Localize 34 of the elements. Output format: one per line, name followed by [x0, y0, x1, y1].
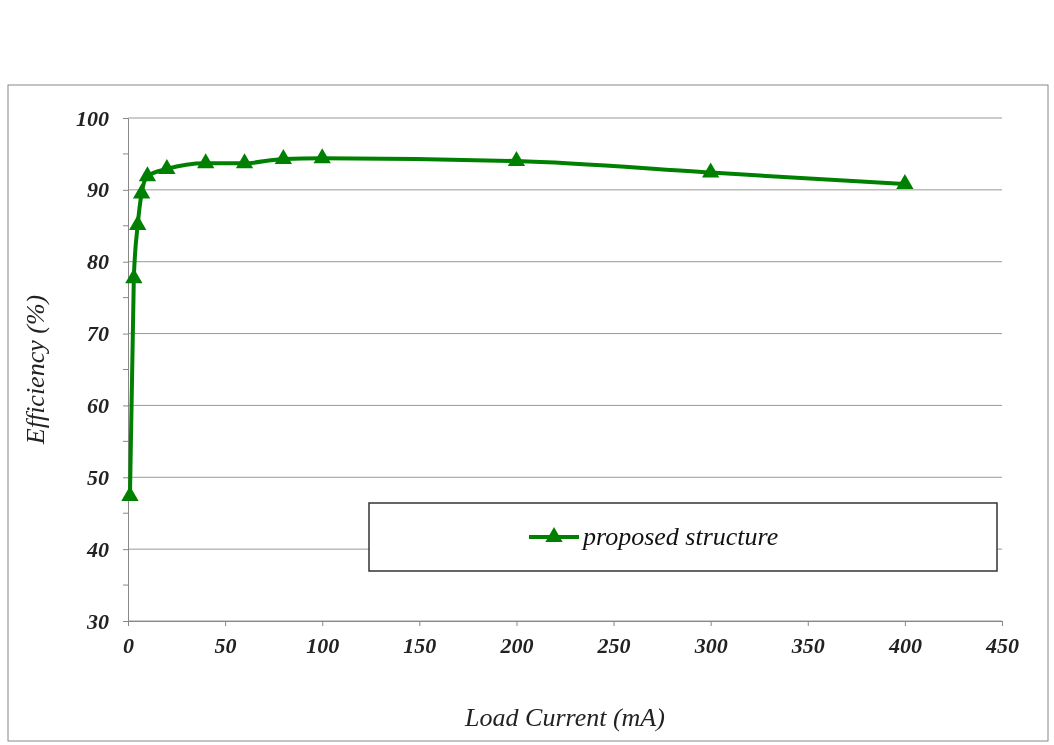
point: [125, 268, 143, 284]
x-tick-label: 0: [123, 633, 134, 659]
point: [702, 162, 720, 178]
y-tick-label: 80: [87, 249, 109, 275]
x-axis-title: Load Current (mA): [464, 703, 665, 732]
point: [132, 183, 151, 199]
x-tick-label: 100: [306, 633, 340, 659]
point: [158, 159, 176, 175]
y-tick-label: 90: [87, 177, 109, 203]
x-tick-label: 300: [693, 633, 728, 659]
x-tick-label: 150: [403, 633, 437, 659]
point: [274, 148, 293, 164]
legend: proposed structure: [368, 502, 998, 572]
x-tick-label: 250: [596, 633, 631, 659]
point: [896, 174, 914, 190]
x-tick-label: 450: [985, 633, 1019, 659]
y-tick-label: 60: [87, 392, 109, 418]
legend-label: proposed structure: [581, 522, 779, 551]
point: [313, 148, 331, 164]
y-tick-label: 70: [87, 321, 109, 347]
x-tick-label: 50: [214, 633, 237, 659]
point: [197, 153, 215, 169]
y-tick-label: 40: [86, 536, 109, 562]
y-tick-label: 100: [76, 105, 109, 131]
y-tick-label: 30: [86, 608, 109, 634]
point: [235, 153, 254, 169]
x-tick-label: 400: [887, 633, 922, 659]
y-axis-title: Efficiency (%): [21, 294, 50, 446]
y-tick-label: 50: [87, 464, 109, 490]
point: [138, 166, 157, 182]
point: [129, 215, 147, 231]
point: [507, 151, 526, 167]
x-tick-label: 350: [790, 633, 825, 659]
x-tick-label: 200: [499, 633, 534, 659]
